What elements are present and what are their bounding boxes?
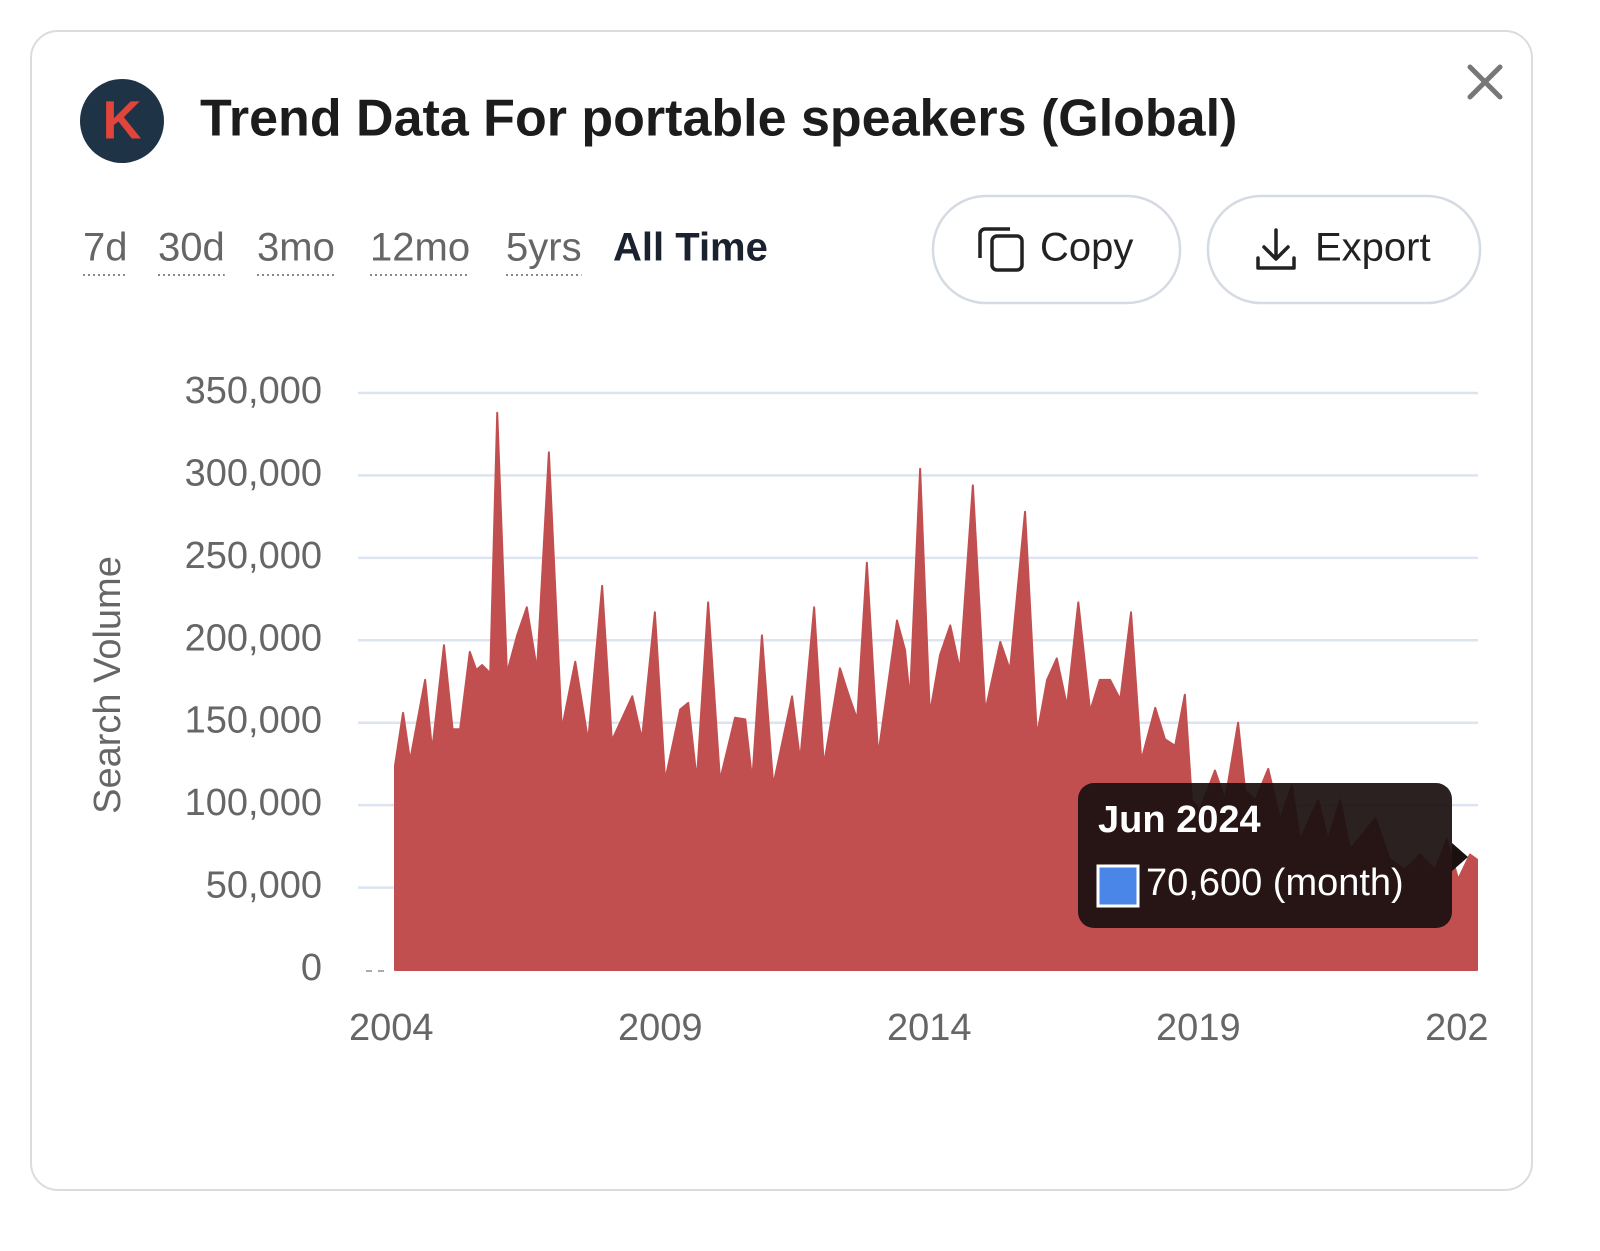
- tooltip-swatch: [1096, 864, 1140, 908]
- card: [30, 30, 1533, 1191]
- y-tick-label: 150,000: [185, 700, 322, 742]
- copy-label: Copy: [1040, 226, 1133, 270]
- x-tick-label: 202: [1425, 1007, 1488, 1049]
- y-tick-label: 250,000: [185, 535, 322, 577]
- time-tab[interactable]: 7d: [83, 226, 128, 270]
- export-label: Export: [1315, 226, 1431, 270]
- close-icon: [1467, 64, 1503, 100]
- export-button[interactable]: [1206, 194, 1482, 305]
- y-tick-label: 100,000: [185, 782, 322, 824]
- tooltip-text: 70,600 (month): [1146, 862, 1404, 904]
- close-button[interactable]: [1467, 64, 1503, 100]
- y-tick-label: 0: [301, 947, 322, 989]
- export-icon: [1256, 228, 1296, 270]
- y-tick-label: 50,000: [206, 865, 322, 907]
- y-tick-label: 300,000: [185, 452, 322, 494]
- time-tab[interactable]: 3mo: [257, 226, 335, 270]
- logo: [80, 79, 164, 163]
- copy-button[interactable]: [931, 194, 1182, 305]
- tooltip-box: [1078, 783, 1452, 928]
- time-tab[interactable]: 30d: [158, 226, 225, 270]
- y-axis-label: Search Volume: [87, 556, 129, 814]
- time-tab[interactable]: 12mo: [370, 226, 470, 270]
- tabs: 7d 30d 3mo 12mo 5yrs All Time: [83, 226, 768, 276]
- y-tick-label: 350,000: [185, 370, 322, 412]
- tooltip-title: Jun 2024: [1098, 799, 1261, 841]
- y-tick-label: 200,000: [185, 617, 322, 659]
- logo-letter: K: [103, 90, 142, 150]
- tooltip: Jun 2024 70,600 (month): [1078, 783, 1468, 928]
- x-tick-label: 2019: [1156, 1007, 1241, 1049]
- x-tick-label: 2009: [618, 1007, 703, 1049]
- tooltip-arrow: [1452, 843, 1468, 871]
- x-tick-label: 2004: [349, 1007, 434, 1049]
- title: Trend Data For portable speakers (Global…: [200, 90, 1237, 148]
- time-tab[interactable]: 5yrs: [506, 226, 582, 270]
- x-tick-label: 2014: [887, 1007, 972, 1049]
- time-tab[interactable]: All Time: [613, 226, 768, 270]
- copy-icon: [978, 227, 1024, 272]
